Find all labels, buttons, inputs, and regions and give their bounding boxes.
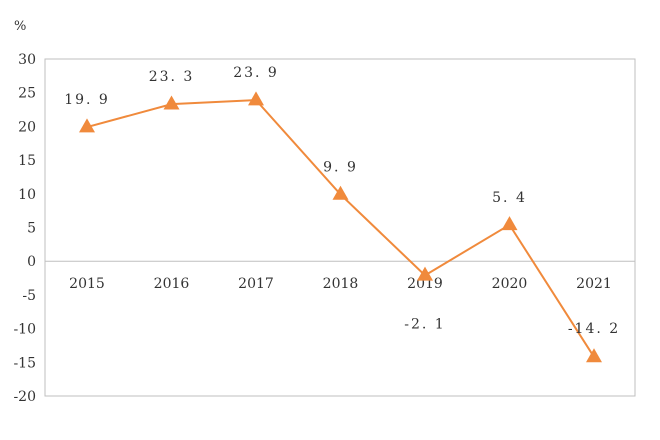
data-label: 23. 9: [233, 65, 279, 81]
y-tick-label: 0: [27, 254, 36, 270]
x-tick-label: 2017: [238, 276, 274, 292]
x-tick-label: 2018: [323, 276, 359, 292]
data-labels: 19. 9 23. 3 23. 9 9. 9 -2. 1 5. 4 -14. 2: [64, 65, 620, 337]
y-tick-label: 5: [27, 221, 36, 237]
x-tick-label: 2021: [576, 276, 612, 292]
data-point-marker: [163, 95, 180, 110]
y-axis-ticks: 30 25 20 15 10 5 0 -5 -10 -15 -20: [13, 52, 36, 405]
data-point-marker: [332, 185, 349, 200]
data-label: 5. 4: [492, 190, 527, 206]
data-point-marker: [79, 118, 95, 133]
y-tick-label: -10: [13, 322, 36, 338]
y-tick-label: 30: [18, 52, 36, 68]
y-unit-label: %: [14, 19, 26, 34]
y-tick-label: 15: [18, 153, 36, 169]
x-axis-ticks: 2015 2016 2017 2018 2019 2020 2021: [69, 276, 612, 292]
data-point-marker: [501, 216, 518, 231]
data-point-marker: [417, 266, 433, 281]
data-point-marker: [248, 91, 264, 106]
x-tick-label: 2015: [69, 276, 105, 292]
data-label: -2. 1: [404, 316, 445, 332]
plot-area: [44, 58, 636, 397]
data-label: 23. 3: [149, 69, 195, 85]
series-line: [86, 99, 595, 358]
data-label: -14. 2: [568, 321, 620, 337]
data-label: 19. 9: [64, 92, 110, 108]
data-label: 9. 9: [323, 159, 358, 175]
y-tick-label: 20: [18, 119, 36, 135]
data-point-marker: [586, 348, 602, 363]
series-markers: [79, 91, 602, 363]
y-tick-label: -20: [13, 389, 36, 405]
x-tick-label: 2016: [154, 276, 190, 292]
y-tick-label: -15: [13, 355, 36, 371]
x-tick-label: 2020: [492, 276, 528, 292]
y-tick-label: 25: [18, 86, 36, 102]
x-tick-label: 2019: [407, 276, 443, 292]
y-tick-label: -5: [22, 288, 36, 304]
y-tick-label: 10: [18, 187, 36, 203]
